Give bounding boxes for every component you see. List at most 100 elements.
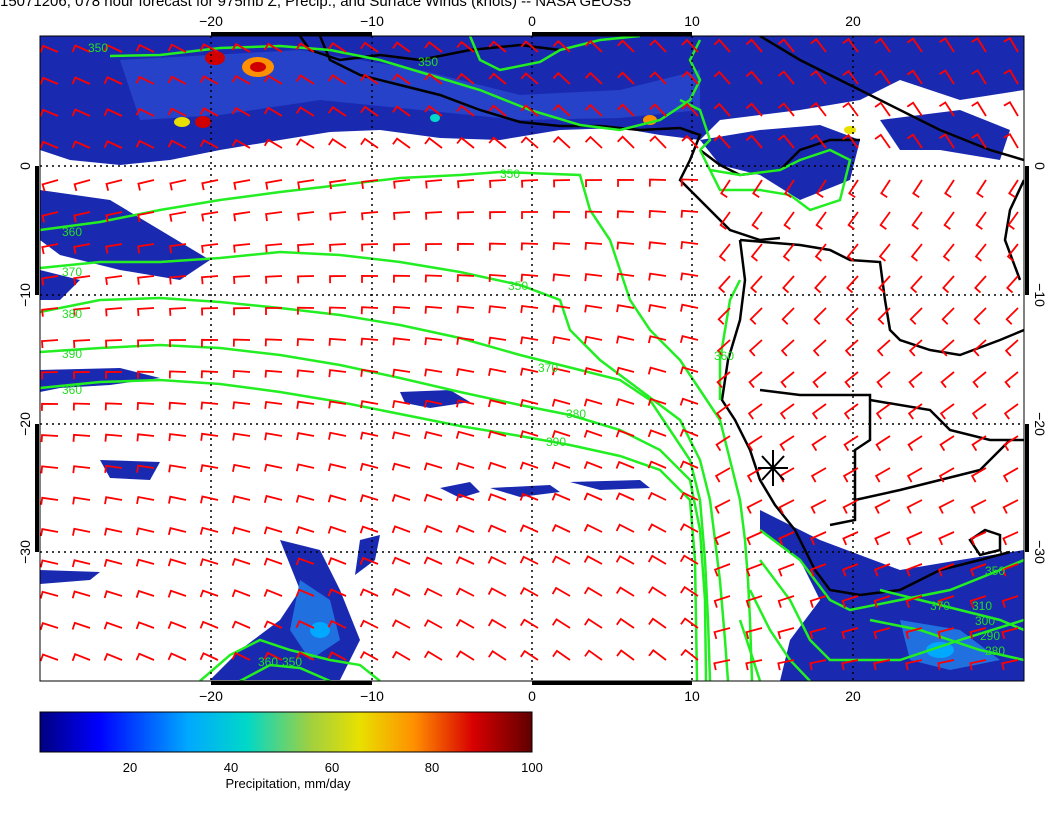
wind-barb [264,463,283,472]
wind-barb [456,368,475,377]
wind-barb [103,108,123,117]
wind-barb [745,38,763,53]
wind-barb [906,133,923,149]
precipitation-layer [40,36,1024,681]
wind-barb [551,492,571,501]
wind-barb [72,402,91,411]
wind-barb [681,38,699,53]
wind-barb [745,70,763,85]
wind-barb [714,467,731,483]
wind-barb [877,307,891,325]
wind-barb [944,179,955,198]
wind-barb [647,366,667,375]
wind-barb [647,429,667,438]
wind-barb [615,429,635,438]
wind-barb [970,531,987,546]
wind-barb [297,243,315,253]
wind-barb [103,621,123,630]
colorbar-tick-label: 100 [521,760,543,775]
wind-barb [552,103,571,117]
right-latitude-labels: 0 −10 −20 −30 [1032,162,1048,564]
wind-barb [679,366,699,375]
wind-barb [263,138,283,149]
wind-barb [615,492,635,501]
wind-barb [488,40,507,53]
wind-barb [137,339,155,348]
wind-barb [424,73,443,85]
wind-barb [424,305,443,314]
contour-line [748,589,811,681]
wind-barb [874,499,891,514]
wind-barb [780,371,795,389]
wind-barb [713,134,731,149]
wind-barb [583,398,603,407]
wind-barb [137,370,155,379]
wind-barb [199,107,219,117]
wind-barb [455,524,475,533]
wind-barb [779,435,795,452]
wind-barb [969,595,987,608]
wind-barb [873,595,891,608]
wind-barb [361,211,379,221]
wind-barb [750,275,763,294]
wind-barb [1003,68,1019,85]
wind-barb [939,101,955,117]
wind-barb [971,69,987,85]
wind-barb [103,590,123,599]
border-line [854,439,1011,502]
contour-label: 360 [62,383,82,397]
wind-barb [616,272,635,281]
wind-barb [40,559,59,568]
wind-barb [201,211,219,222]
wind-barb [231,138,251,149]
wind-barb [873,659,891,671]
wind-barb [813,307,827,325]
wind-barb [784,179,795,198]
wind-barb [392,73,411,85]
wind-barb [360,73,379,85]
wind-barb [617,103,635,117]
wind-barb [880,179,891,198]
wind-barb [137,243,155,254]
wind-barb [295,525,315,535]
wind-barb [169,243,187,254]
wind-barb [617,71,635,85]
wind-barb [519,586,539,597]
lon-tick-label: 0 [528,13,536,29]
wind-barb [679,397,699,406]
wind-barb [939,69,955,85]
wind-barb [136,464,155,473]
wind-barb [583,555,603,565]
wind-barb [199,620,219,629]
wind-barb [41,211,59,223]
wind-barb [105,211,123,223]
wind-barb [391,650,411,661]
wind-barb [912,179,923,198]
lat-tick-label: −10 [1032,283,1048,307]
wind-barb [231,42,251,53]
coastline-layer [298,36,1024,597]
wind-barb [842,101,859,117]
wind-barb [489,211,507,220]
wind-barb [263,557,283,566]
wind-barb [487,399,507,408]
wind-barb [488,242,507,251]
wind-barb [295,651,315,661]
wind-barb [232,369,251,378]
wind-barb [71,108,91,117]
wind-barb [328,369,347,378]
wind-barb [488,72,507,85]
wind-barb [713,595,731,608]
wind-barb [488,336,507,345]
wind-barb [782,275,795,294]
wind-barb [73,339,91,348]
wind-barb [969,659,987,671]
wind-barb [424,137,443,149]
wind-barb [297,275,315,284]
wind-barb [263,526,283,535]
wind-barb [777,102,795,117]
wind-barb [783,211,795,230]
wind-barb [40,621,59,631]
wind-barb [844,371,859,389]
wind-barb [297,179,315,190]
